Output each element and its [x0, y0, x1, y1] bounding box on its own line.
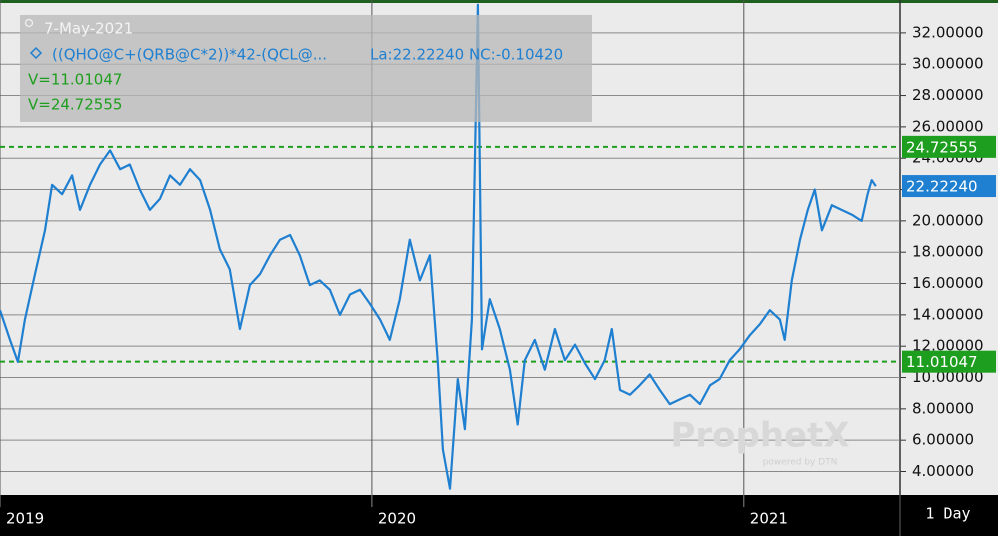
- x-tick-label: 2020: [378, 510, 416, 528]
- zoom-icon: [24, 18, 34, 28]
- y-tick-label: 6.00000: [912, 431, 974, 449]
- legend-box: [20, 15, 592, 122]
- legend-marker: [29, 46, 43, 60]
- y-tick-label: 18.00000: [912, 243, 984, 261]
- legend-info: La:22.22240 NC:-0.10420: [370, 46, 563, 64]
- legend-date: 7-May-2021: [44, 20, 133, 38]
- time-axis-bar: [0, 495, 998, 536]
- legend-ref: V=11.01047: [28, 71, 122, 89]
- y-tick-label: 30.00000: [912, 55, 984, 73]
- y-tick-label: 20.00000: [912, 211, 984, 229]
- reference-label: 11.01047: [906, 353, 978, 371]
- legend-ref: V=24.72555: [28, 96, 122, 114]
- reference-badge: [902, 350, 996, 373]
- period-label: 1 Day: [925, 505, 970, 523]
- y-tick-label: 12.00000: [912, 337, 984, 355]
- reference-label: 24.72555: [906, 138, 978, 156]
- top-border: [0, 0, 998, 3]
- last-value-badge: [902, 175, 996, 198]
- y-tick-label: 26.00000: [912, 117, 984, 135]
- x-tick-label: 2021: [750, 510, 788, 528]
- last-value-label: 22.22240: [906, 178, 978, 196]
- y-tick-label: 4.00000: [912, 462, 974, 480]
- reference-badge: [902, 135, 996, 158]
- y-tick-label: 32.00000: [912, 23, 984, 41]
- y-tick-label: 8.00000: [912, 399, 974, 417]
- y-tick-label: 14.00000: [912, 305, 984, 323]
- series-line: [0, 3, 877, 490]
- legend-series: ((QHO@C+(QRB@C*2))*42-(QCL@...: [52, 46, 327, 64]
- watermark-sub: powered by DTN: [763, 458, 838, 468]
- y-tick-label: 28.00000: [912, 86, 984, 104]
- watermark: ProphetX: [670, 416, 849, 456]
- y-tick-label: 16.00000: [912, 274, 984, 292]
- x-tick-label: 2019: [6, 510, 44, 528]
